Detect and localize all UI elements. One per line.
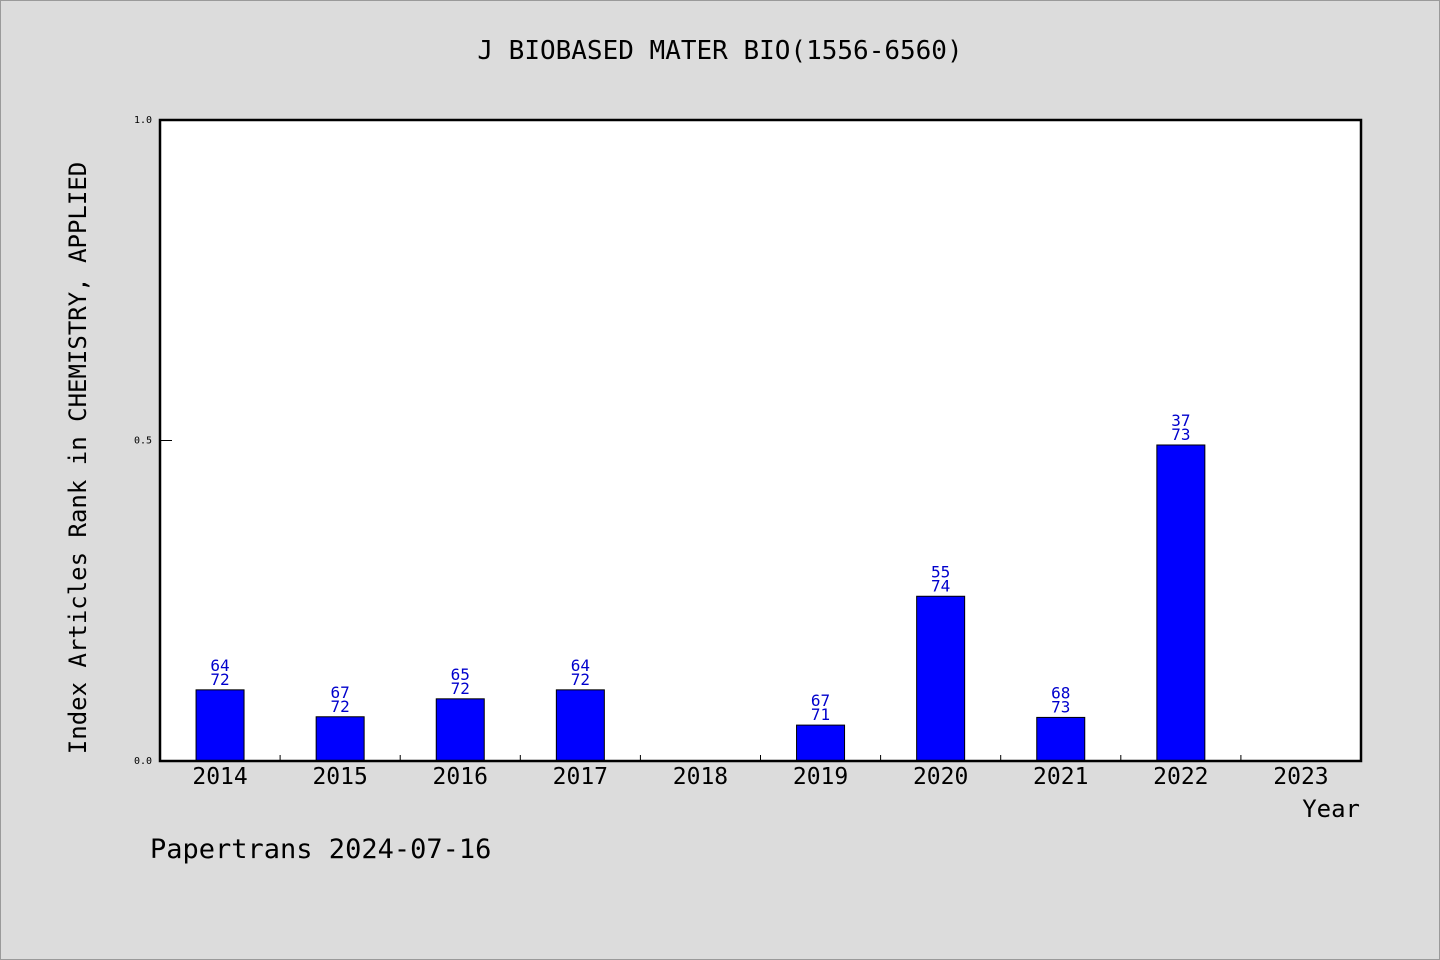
bar-total-label-2022: 73 — [1171, 425, 1190, 444]
x-axis-title: Year — [1302, 795, 1360, 823]
bar-2020 — [916, 595, 966, 762]
y-tick-label: 0.5 — [134, 436, 152, 447]
x-tick-label-2014: 2014 — [192, 764, 247, 790]
bar-2014 — [195, 689, 245, 762]
x-tick-label-2020: 2020 — [913, 764, 968, 790]
bar-rank-label-2021: 68 — [1051, 683, 1070, 702]
x-tick-label-2016: 2016 — [433, 764, 488, 790]
bar-rank-label-2014: 64 — [210, 656, 229, 675]
bar-rank-label-2022: 37 — [1171, 411, 1190, 430]
bar-total-label-2021: 73 — [1051, 697, 1070, 716]
x-tick-label-2021: 2021 — [1033, 764, 1088, 790]
y-axis-title: Index Articles Rank in CHEMISTRY, APPLIE… — [64, 162, 92, 754]
bar-rank-label-2016: 65 — [451, 665, 470, 684]
bar-total-label-2020: 74 — [931, 576, 950, 595]
y-tick-label: 0.0 — [134, 756, 152, 767]
bar-total-label-2015: 72 — [331, 697, 350, 716]
y-tick-label: 1.0 — [134, 115, 152, 126]
bar-rank-label-2015: 67 — [331, 683, 350, 702]
chart-title: J BIOBASED MATER BIO(1556-6560) — [477, 36, 963, 66]
bar-2021 — [1036, 716, 1086, 762]
x-tick-label-2019: 2019 — [793, 764, 848, 790]
x-tick-label-2018: 2018 — [673, 764, 728, 790]
x-tick-label-2017: 2017 — [553, 764, 608, 790]
bar-total-label-2019: 71 — [811, 705, 830, 724]
bar-total-label-2014: 72 — [210, 670, 229, 689]
bar-2017 — [555, 689, 605, 762]
bar-2015 — [315, 716, 365, 762]
bar-total-label-2016: 72 — [451, 679, 470, 698]
plot-border — [158, 118, 1363, 763]
bar-total-label-2017: 72 — [571, 670, 590, 689]
bar-2019 — [796, 724, 846, 762]
bar-rank-label-2019: 67 — [811, 691, 830, 710]
bar-2016 — [435, 698, 485, 762]
bar-rank-label-2017: 64 — [571, 656, 590, 675]
x-tick-label-2023: 2023 — [1273, 764, 1328, 790]
x-tick-label-2015: 2015 — [312, 764, 367, 790]
bar-rank-label-2020: 55 — [931, 562, 950, 581]
footer-note: Papertrans 2024-07-16 — [150, 834, 492, 865]
bar-2022 — [1156, 444, 1206, 762]
x-tick-label-2022: 2022 — [1153, 764, 1208, 790]
